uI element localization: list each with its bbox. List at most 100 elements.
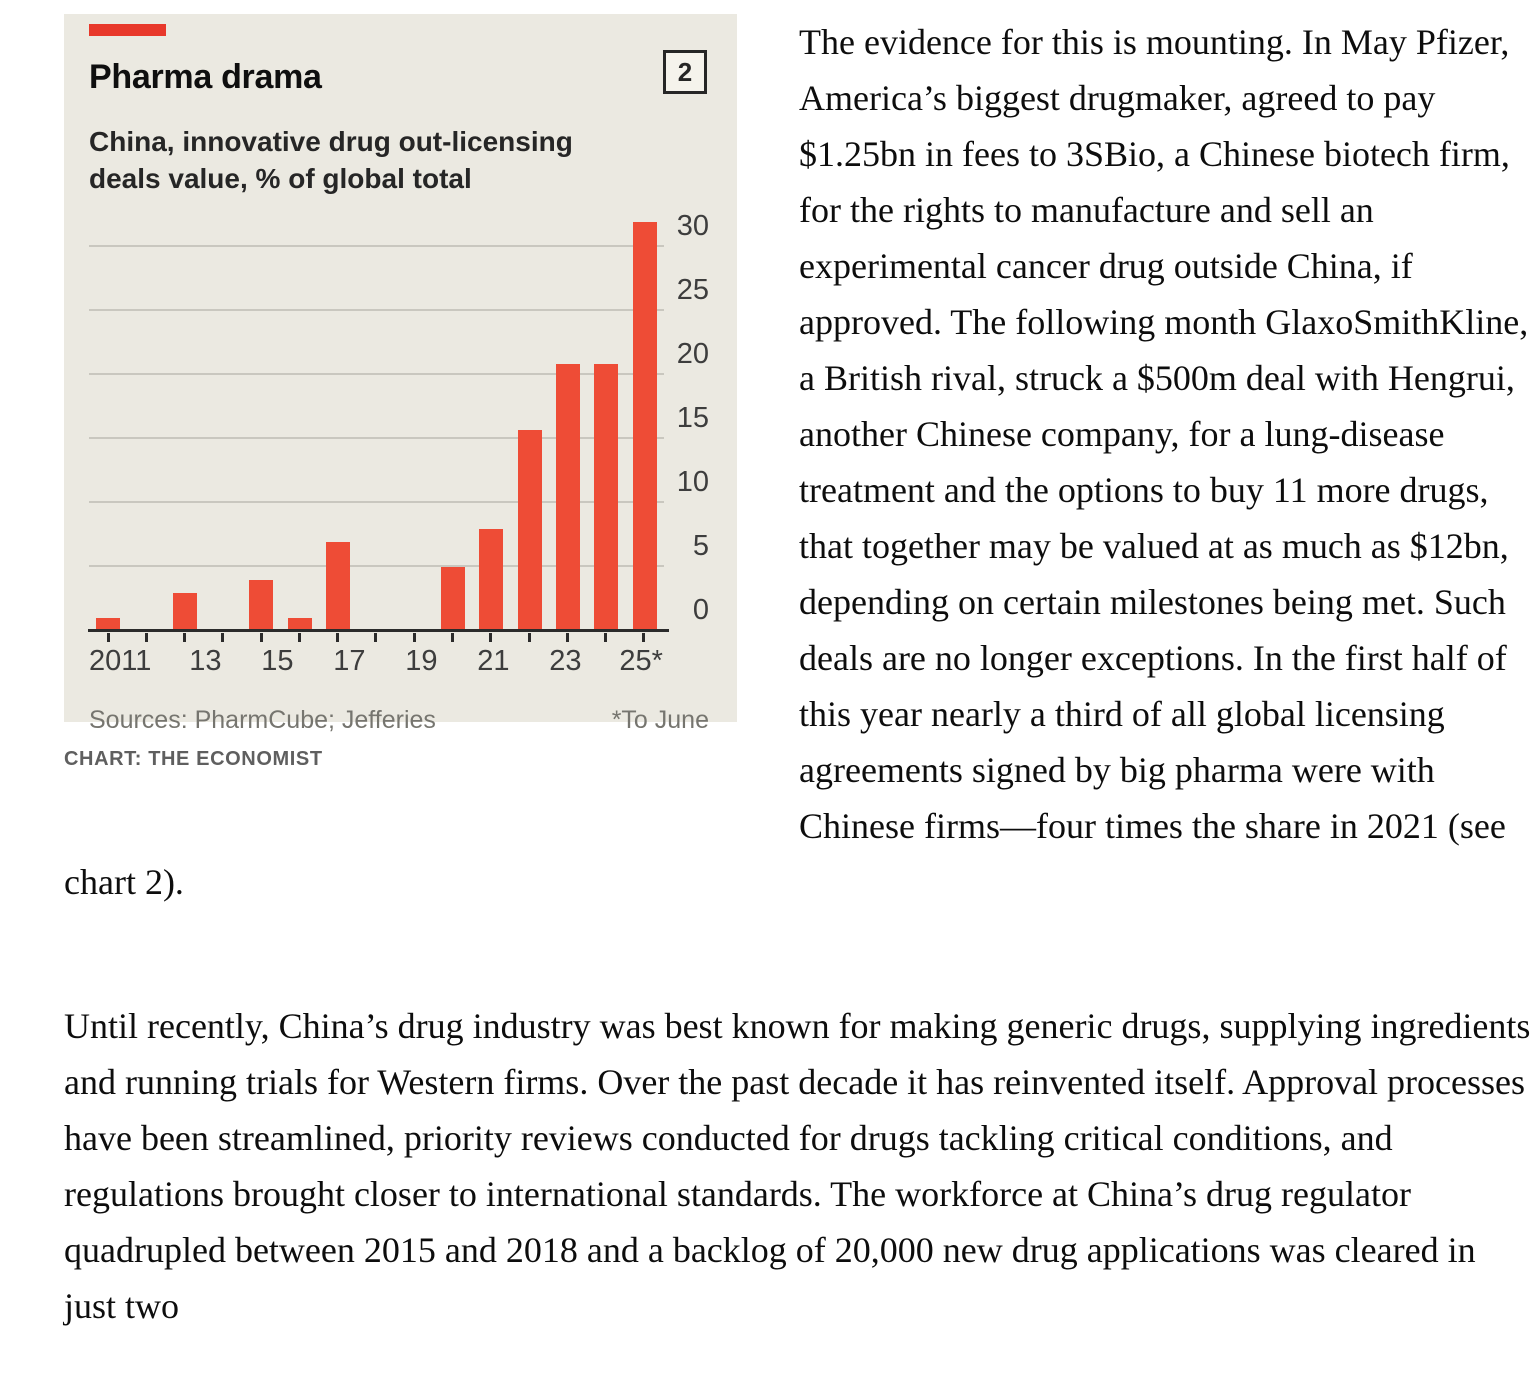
x-axis-label-2015: 15 [261,645,294,677]
x-axis-tick-2024 [604,633,608,642]
bar-chart-plot: 0 5 10 15 20 25 30 [88,210,709,632]
tick-slot-2020 [433,633,471,642]
bar-slot-2022 [511,210,549,630]
red-accent-tab [89,24,166,36]
x-axis-ticks [89,633,663,642]
tick-slot-2018 [357,633,395,642]
x-axis-tick-2019 [412,633,416,642]
chart-subtitle-line2: deals value, % of global total [89,163,472,194]
x-axis-tick-2013 [183,633,187,642]
bar-2022 [517,430,542,630]
x-axis-tick-2022 [527,633,531,642]
y-axis-label-25: 25 [676,273,709,306]
bar-slot-2016 [281,210,319,630]
y-axis-label-10: 10 [676,465,709,498]
y-axis-label-20: 20 [676,337,709,370]
article-paragraph-2: Until recently, China’s drug industry wa… [64,1006,1531,1326]
bar-2015 [249,580,274,630]
tick-slot-2021 [472,633,510,642]
bars-container [89,210,664,630]
gridline-30 [89,244,664,247]
x-axis-label-2021: 21 [477,645,510,677]
x-axis-tick-2021 [489,633,493,642]
x-axis-tick-2020 [451,633,455,642]
x-axis-tick-2018 [374,633,378,642]
bar-2013 [172,593,197,630]
x-axis-label-2017: 17 [333,645,366,677]
bar-slot-2019 [396,210,434,630]
chart-footnote: *To June [611,706,709,734]
tick-slot-2014 [204,633,242,642]
gridline-5 [89,564,664,567]
chart-subtitle: China, innovative drug out-licensing dea… [89,123,709,197]
bar-slot-2013 [166,210,204,630]
y-axis-label-30: 30 [676,209,709,242]
bar-slot-2018 [357,210,395,630]
bar-slot-2011 [89,210,127,630]
bar-slot-2024 [587,210,625,630]
x-axis-tick-2017 [336,633,340,642]
chart-source-row: Sources: PharmCube; Jefferies *To June [89,706,709,735]
x-axis-label-2020 [439,645,475,678]
chart-subtitle-line1: China, innovative drug out-licensing [89,126,573,157]
gridline-25 [89,308,664,311]
tick-slot-2017 [319,633,357,642]
x-axis-label-2019: 19 [405,645,438,677]
x-axis-label-2025: 25* [619,645,663,677]
article-paragraph-1: The evidence for this is mounting. In Ma… [64,22,1529,902]
x-axis-label-2013: 13 [189,645,222,677]
bar-slot-2015 [242,210,280,630]
tick-slot-2025 [625,633,663,642]
tick-slot-2013 [166,633,204,642]
chart-figure: Pharma drama 2 China, innovative drug ou… [64,14,737,771]
x-axis-tick-2016 [297,633,301,642]
x-axis-label-2022 [511,645,547,678]
tick-slot-2015 [242,633,280,642]
bar-2020 [441,567,466,630]
chart-sources: Sources: PharmCube; Jefferies [89,706,436,734]
tick-slot-2011 [89,633,127,642]
bar-2017 [326,542,351,630]
gridline-15 [89,436,664,439]
gridline-20 [89,372,664,375]
x-axis-tick-2011 [106,633,110,642]
bar-2023 [556,364,581,630]
x-axis-area: 2011 13 15 17 19 21 23 25* [89,633,663,678]
bar-slot-2020 [434,210,472,630]
tick-slot-2016 [280,633,318,642]
x-axis-tick-2025 [642,633,646,642]
x-axis-label-2018 [367,645,403,678]
tick-slot-2023 [548,633,586,642]
x-axis-tick-2015 [259,633,263,642]
bar-slot-2017 [319,210,357,630]
x-axis-label-2014 [223,645,259,678]
x-axis-label-2023: 23 [549,645,582,677]
bar-slot-2023 [549,210,587,630]
bar-2011 [96,618,121,630]
x-axis-label-2011: 2011 [89,645,152,677]
y-axis-label-5: 5 [692,529,709,562]
chart-title: Pharma drama [89,58,322,96]
y-axis-label-15: 15 [676,401,709,434]
bar-2016 [287,618,312,630]
chart-credit: CHART: THE ECONOMIST [64,748,323,770]
x-axis-tick-2014 [221,633,225,642]
tick-slot-2022 [510,633,548,642]
x-axis-label-2012 [151,645,187,678]
x-axis-labels: 2011 13 15 17 19 21 23 25* [89,645,663,678]
clipped-next-line-fragment [690,1373,773,1382]
bar-2021 [479,529,504,630]
y-axis-labels: 0 5 10 15 20 25 30 [667,210,709,630]
x-axis-label-2016 [295,645,331,678]
x-axis-label-2024 [583,645,619,678]
bar-slot-2021 [472,210,510,630]
bar-slot-2014 [204,210,242,630]
x-axis-baseline [88,629,669,632]
chart-number-badge: 2 [663,50,707,94]
bar-slot-2012 [127,210,165,630]
x-axis-tick-2012 [144,633,148,642]
tick-slot-2019 [395,633,433,642]
gridline-10 [89,500,664,503]
bar-2024 [594,364,619,630]
